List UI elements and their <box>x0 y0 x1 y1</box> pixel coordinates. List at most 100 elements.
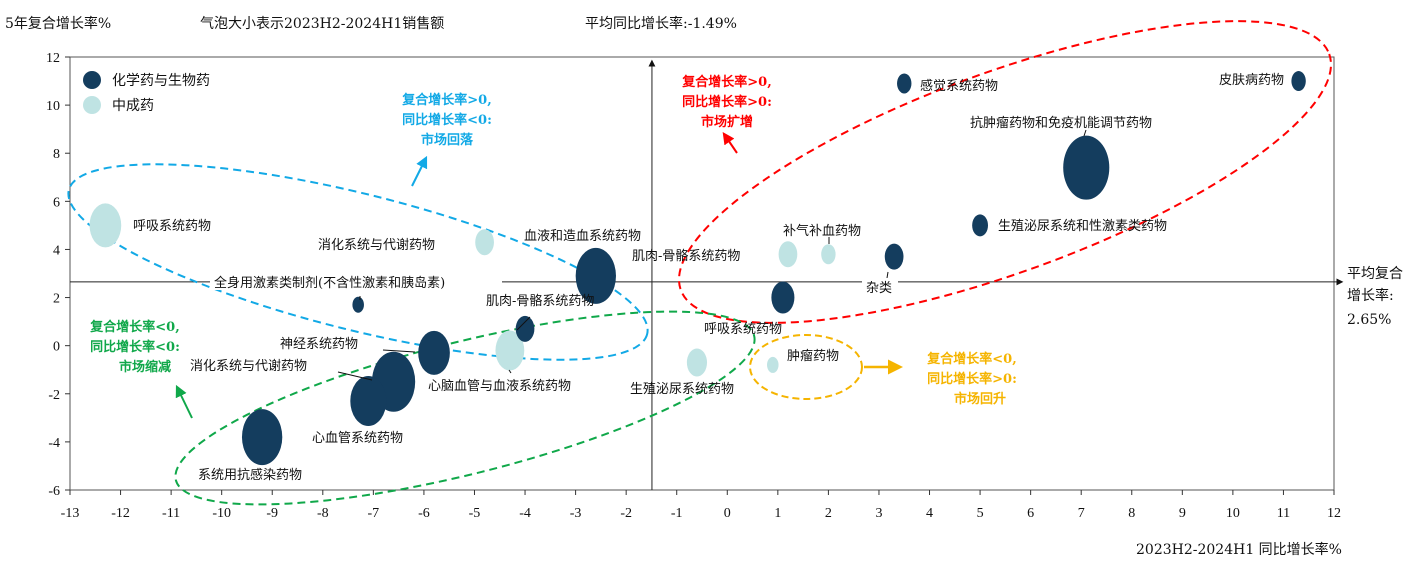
svg-text:同比增长率>0:: 同比增长率>0: <box>927 371 1017 387</box>
svg-text:复合增长率>0,: 复合增长率>0, <box>681 74 771 90</box>
avg-cagr-label-2: 增长率: <box>1347 287 1394 304</box>
y-tick-label: 10 <box>46 99 60 114</box>
x-tick-label: -2 <box>620 506 632 521</box>
x-tick-label: 1 <box>774 506 781 521</box>
x-tick-label: -10 <box>212 506 231 521</box>
x-tick-label: -13 <box>61 506 80 521</box>
label-cardio-cerebral-tcm: 心脑血管与血液系统药物 <box>428 379 571 394</box>
shrink-ellipse <box>174 310 756 506</box>
x-tick-label: -7 <box>368 506 380 521</box>
avg-yoy-label: 平均同比增长率:-1.49% <box>585 15 737 32</box>
bubble <box>241 409 283 466</box>
expand-annotation: 复合增长率>0, 同比增长率>0: 市场扩增 <box>681 74 772 130</box>
label-digestive-tcm: 消化系统与代谢药物 <box>318 237 435 253</box>
fall-annotation: 复合增长率>0, 同比增长率<0: 市场回落 <box>401 92 492 148</box>
x-tick-label: 4 <box>926 506 933 521</box>
bubble <box>350 375 387 426</box>
legend: 化学药与生物药 中成药 <box>83 71 210 114</box>
x-tick-label: 8 <box>1128 506 1135 521</box>
label-nervous: 神经系统药物 <box>280 337 358 352</box>
x-tick-label: 5 <box>977 506 984 521</box>
bubbles <box>89 71 1306 466</box>
svg-text:市场缩减: 市场缩减 <box>119 359 171 375</box>
y-tick-label: 0 <box>53 340 60 355</box>
rebound-ellipse <box>749 334 863 400</box>
label-skin: 皮肤病药物 <box>1219 73 1284 88</box>
y-tick-label: 6 <box>53 195 60 210</box>
x-tick-label: 9 <box>1179 506 1186 521</box>
bubble <box>897 73 912 94</box>
bubble <box>771 281 795 314</box>
bubble <box>89 203 122 248</box>
bubble <box>418 330 450 375</box>
svg-text:复合增长率<0,: 复合增长率<0, <box>926 351 1016 367</box>
label-respiratory-tcm: 呼吸系统药物 <box>133 219 211 234</box>
x-axis-title: 2023H2-2024H1 同比增长率% <box>1136 541 1342 558</box>
x-tick-label: -12 <box>111 506 130 521</box>
bubble <box>1063 135 1110 200</box>
label-antitumor: 抗肿瘤药物和免疫机能调节药物 <box>970 115 1152 131</box>
bubble <box>821 244 836 265</box>
x-tick-label: -11 <box>162 506 180 521</box>
label-blood: 血液和造血系统药物 <box>524 229 641 244</box>
label-qi-blood: 补气补血药物 <box>783 223 861 239</box>
bubble <box>475 229 494 256</box>
legend-label-tcm: 中成药 <box>112 98 154 114</box>
x-tick-label: 11 <box>1277 506 1290 521</box>
x-tick-label: 10 <box>1226 506 1240 521</box>
bubble <box>884 243 904 270</box>
label-anti-infective: 系统用抗感染药物 <box>198 467 302 483</box>
y-tick-label: 12 <box>46 51 60 66</box>
bubble <box>972 214 989 237</box>
plot-frame <box>69 56 1335 491</box>
y-tick-label: 4 <box>53 243 60 258</box>
label-systemic-hormone: 全身用激素类制剂(不含性激素和胰岛素) <box>214 275 445 291</box>
bubble <box>495 330 525 371</box>
svg-text:同比增长率<0:: 同比增长率<0: <box>90 339 180 355</box>
bubble-size-note: 气泡大小表示2023H2-2024H1销售额 <box>200 16 444 32</box>
label-sensory: 感觉系统药物 <box>920 78 998 94</box>
label-digestive-chem: 消化系统与代谢药物 <box>190 358 307 374</box>
x-tick-label: 6 <box>1027 506 1034 521</box>
label-cardiovascular: 心血管系统药物 <box>312 431 403 446</box>
y-tick-label: -2 <box>48 388 60 403</box>
label-urogenital-hormone: 生殖泌尿系统和性激素类药物 <box>998 218 1167 234</box>
rebound-annotation: 复合增长率<0, 同比增长率>0: 市场回升 <box>926 351 1017 407</box>
label-respiratory-chem: 呼吸系统药物 <box>704 322 782 337</box>
x-tick-label: -8 <box>317 506 329 521</box>
x-tick-label: -3 <box>570 506 582 521</box>
x-tick-label: -6 <box>418 506 430 521</box>
avg-cagr-label-1: 平均复合 <box>1347 265 1403 282</box>
x-tick-label: -4 <box>519 506 531 521</box>
bubble <box>575 247 616 304</box>
x-tick-label: 2 <box>825 506 832 521</box>
point-labels: 皮肤病药物 感觉系统药物 抗肿瘤药物和免疫机能调节药物 生殖泌尿系统和性激素类药… <box>133 73 1284 483</box>
svg-text:复合增长率<0,: 复合增长率<0, <box>89 319 179 335</box>
label-musculo-tcm: 肌肉-骨骼系统药物 <box>632 248 740 264</box>
axis-ticks: -13 -12 -11 -10 -9 -8 -7 -6 -5 -4 -3 -2 -1 0 1 2 3 4 5 6 7 8 9… <box>46 51 1341 521</box>
leader-lines <box>337 129 1087 381</box>
bubble <box>767 356 779 373</box>
shrink-annotation: 复合增长率<0, 同比增长率<0: 市场缩减 <box>89 319 180 375</box>
y-axis-title: 5年复合增长率% <box>5 15 111 32</box>
bubble <box>352 296 364 313</box>
svg-text:市场扩增: 市场扩增 <box>701 114 753 130</box>
legend-marker-tcm <box>83 96 101 114</box>
expand-ellipse <box>678 20 1332 324</box>
y-tick-label: 8 <box>53 147 60 162</box>
x-tick-label: -1 <box>671 506 683 521</box>
bubble <box>778 241 798 268</box>
svg-text:复合增长率>0,: 复合增长率>0, <box>401 92 491 108</box>
y-tick-label: -4 <box>48 436 60 451</box>
svg-text:同比增长率<0:: 同比增长率<0: <box>402 112 492 128</box>
y-tick-label: -6 <box>48 484 60 499</box>
svg-text:市场回落: 市场回落 <box>421 132 474 148</box>
fall-ellipse <box>67 163 649 361</box>
label-tumor-tcm: 肿瘤药物 <box>787 348 839 364</box>
y-tick-label: 2 <box>53 292 60 307</box>
legend-label-chem: 化学药与生物药 <box>112 73 210 89</box>
x-tick-label: -5 <box>469 506 481 521</box>
legend-marker-chem <box>83 71 101 89</box>
label-misc: 杂类 <box>866 281 892 296</box>
